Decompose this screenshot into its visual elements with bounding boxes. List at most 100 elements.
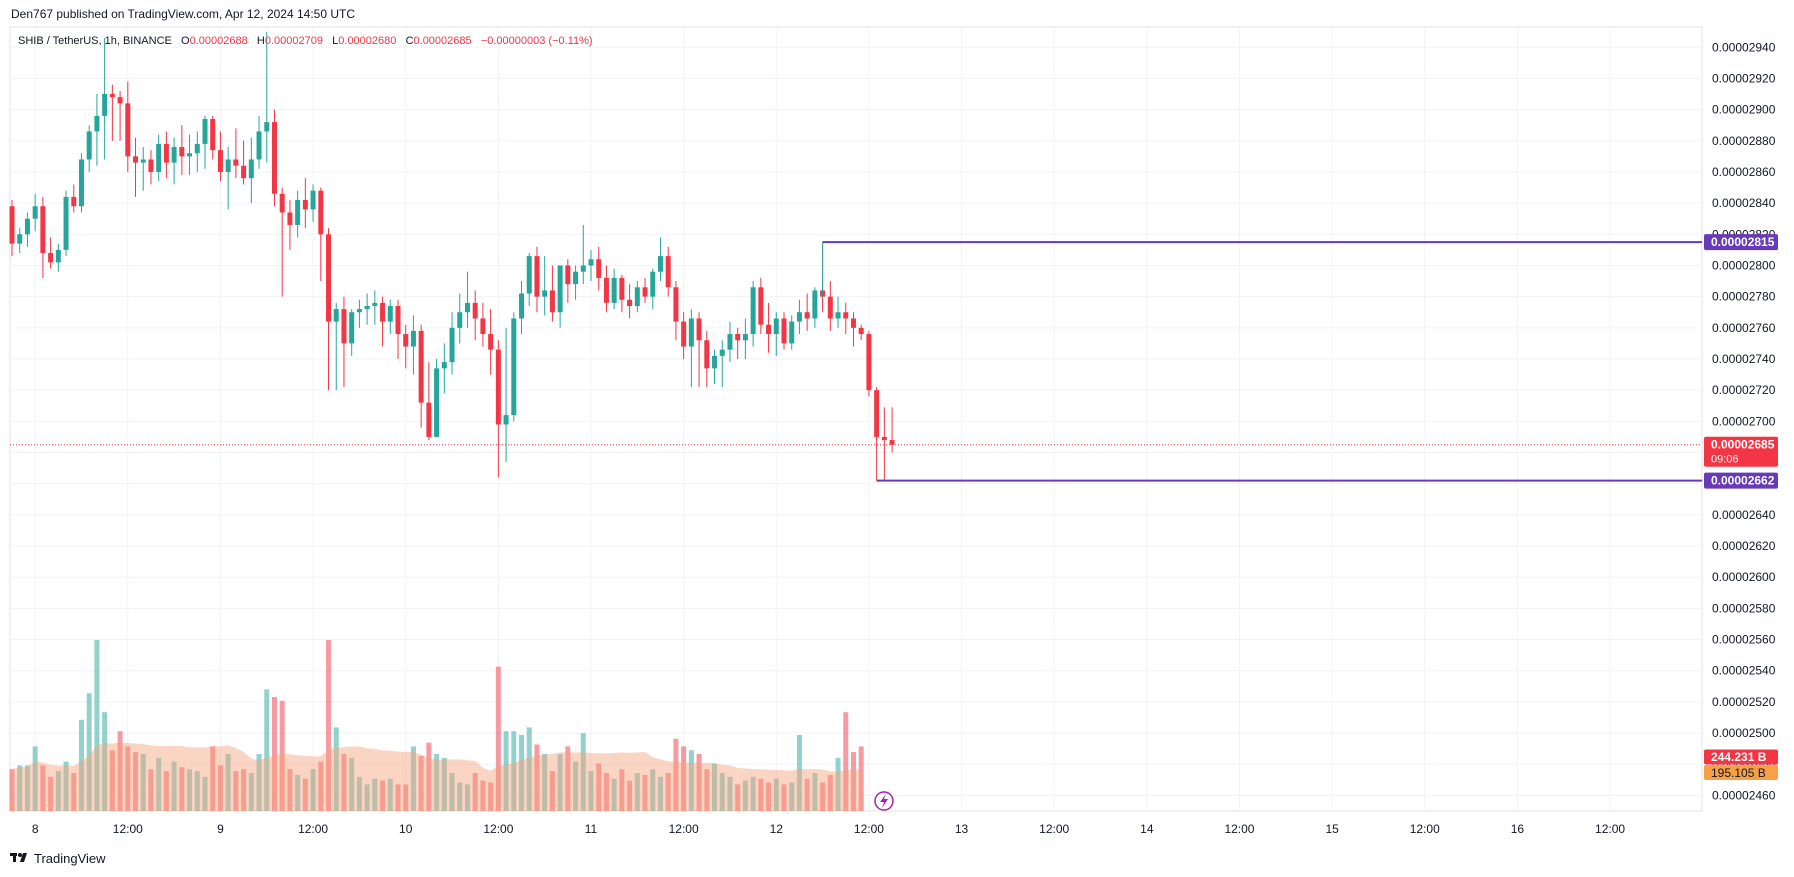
candle-body	[874, 390, 880, 437]
volume-ma-area	[9, 742, 864, 811]
volume-bar	[356, 776, 362, 811]
candle-body	[596, 259, 602, 278]
volume-bar	[271, 697, 277, 811]
candle-body	[148, 159, 154, 172]
candle-body	[542, 290, 548, 297]
volume-bar	[233, 771, 239, 811]
volume-bar	[395, 784, 401, 811]
volume-bar	[318, 761, 324, 811]
volume-bar	[78, 719, 84, 811]
volume-bar	[140, 754, 146, 811]
volume-bar	[179, 767, 185, 811]
volume-bar	[858, 746, 864, 811]
candle-body	[233, 159, 239, 166]
volume-bar	[210, 746, 216, 811]
volume-bar	[333, 727, 339, 811]
volume-bar	[148, 769, 154, 811]
candle-body	[9, 206, 15, 244]
volume-bar	[24, 765, 30, 811]
volume-bar	[241, 769, 247, 811]
candle-body	[434, 368, 440, 437]
candle-body	[812, 290, 818, 319]
volume-badge: 244.231 B	[1711, 750, 1767, 764]
volume-ma-badge-bg	[1704, 765, 1778, 780]
volume-bar	[102, 712, 108, 811]
footer-brand[interactable]: TradingView	[10, 851, 106, 866]
volume-bar	[843, 712, 849, 811]
time-tick-label: 11	[585, 822, 598, 836]
candle-body	[264, 122, 270, 132]
price-tick-label: 0.00002860	[1712, 165, 1776, 179]
candle-body	[827, 296, 833, 319]
time-tick-label: 12:00	[113, 822, 143, 836]
volume-bar	[418, 755, 424, 811]
time-tick-label: 12:00	[669, 822, 699, 836]
time-tick-label: 12:00	[1595, 822, 1625, 836]
candle-body	[789, 321, 795, 344]
candle-body	[881, 436, 887, 441]
price-tick-label: 0.00002800	[1712, 258, 1776, 272]
candle-body	[410, 330, 416, 347]
price-axis[interactable]: 0.00002940 0.00002920 0.00002900 0.00002880…	[1712, 40, 1776, 802]
candle-body	[117, 97, 123, 104]
candle-body	[495, 349, 501, 425]
price-tick-label: 0.00002520	[1712, 695, 1776, 709]
price-tick-label: 0.00002620	[1712, 539, 1776, 553]
volume-bar	[495, 666, 501, 811]
volume-bar	[742, 780, 748, 811]
volume-bar	[812, 773, 818, 811]
candle-body	[611, 277, 617, 303]
candle-body	[619, 277, 625, 300]
volume-bar	[735, 784, 741, 811]
time-tick-label: 12:00	[298, 822, 328, 836]
volume-bar	[156, 757, 162, 811]
volume-bar	[472, 773, 478, 811]
legend-symbol[interactable]: SHIB / TetherUS, 1h, BINANCE	[18, 35, 172, 47]
time-axis[interactable]: 8 12:00 9 12:00 10 12:00 11 12:00 12 12:00 13 12:00…	[32, 822, 1626, 836]
candle-body	[480, 318, 486, 335]
volume-bar	[295, 774, 301, 811]
volume-bar	[588, 771, 594, 811]
volume-bar	[511, 731, 517, 811]
candle-body	[449, 327, 455, 363]
volume-bar	[573, 761, 579, 811]
time-tick-label: 15	[1325, 822, 1339, 836]
volume-bar	[796, 735, 802, 811]
candle-body	[163, 143, 169, 163]
volume-bar	[665, 773, 671, 811]
volume-bar	[657, 776, 663, 811]
legend-change: −0.00000003 (−0.11%)	[480, 35, 593, 47]
candle-body	[573, 271, 579, 285]
candle-body	[634, 287, 640, 306]
lightning-icon[interactable]	[874, 791, 894, 811]
candle-body	[850, 318, 856, 328]
candle-body	[719, 349, 725, 356]
volume-bar	[225, 754, 231, 811]
volume-bar	[264, 689, 270, 811]
time-tick-label: 12	[770, 822, 784, 836]
volume-bar	[526, 727, 532, 811]
candle-body	[202, 118, 208, 144]
volume-bar	[727, 776, 733, 811]
volume-bar	[557, 754, 563, 811]
candle-body	[696, 318, 702, 341]
candle-body	[557, 265, 563, 313]
candle-body	[418, 330, 424, 403]
volume-bar	[187, 769, 193, 811]
price-badges: 0.00002815 0.00002662 0.00002685 09:06 244.2…	[1704, 234, 1778, 780]
volume-bar	[827, 774, 833, 811]
volume-bar	[627, 780, 633, 811]
volume-bar	[55, 771, 61, 811]
candle-layer	[9, 31, 895, 481]
volume-bar	[542, 754, 548, 811]
candle-body	[78, 159, 84, 207]
volume-bar	[410, 746, 416, 811]
price-tick-label: 0.00002940	[1712, 40, 1776, 54]
price-tick-label: 0.00002500	[1712, 726, 1776, 740]
candle-body	[140, 159, 146, 163]
candle-body	[326, 234, 332, 322]
price-tick-label: 0.00002560	[1712, 633, 1776, 647]
candle-body	[835, 312, 841, 319]
level-price-badge-bg	[1704, 472, 1778, 489]
